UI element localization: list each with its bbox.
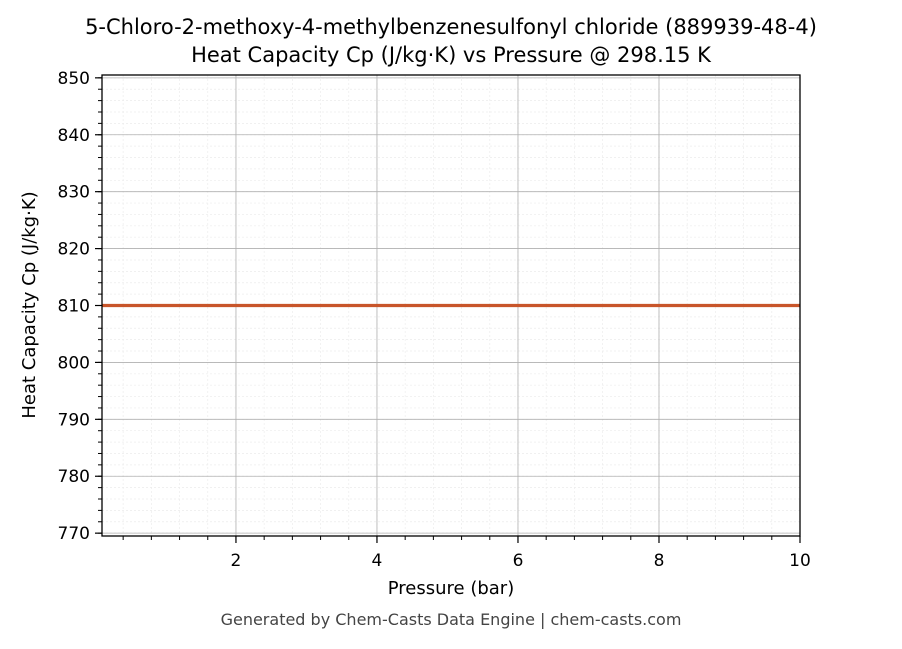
x-axis-label: Pressure (bar): [388, 578, 514, 599]
grid: [102, 75, 800, 536]
y-tick-label: 820: [58, 240, 90, 260]
x-tick-label: 10: [789, 551, 811, 571]
y-tick-label: 850: [58, 69, 90, 89]
y-tick-label: 790: [58, 410, 90, 430]
y-tick-label: 800: [58, 353, 90, 373]
y-tick-label: 840: [58, 126, 90, 146]
y-tick-label: 830: [58, 183, 90, 203]
footer-credit: Generated by Chem-Casts Data Engine | ch…: [221, 610, 682, 629]
chart-title-line-1: 5-Chloro-2-methoxy-4-methylbenzenesulfon…: [85, 15, 817, 39]
x-tick-label: 2: [231, 551, 242, 571]
x-tick-label: 4: [372, 551, 383, 571]
x-tick-label: 8: [654, 551, 665, 571]
y-tick-label: 810: [58, 297, 90, 317]
y-axis-label: Heat Capacity Cp (J/kg·K): [19, 191, 40, 418]
x-tick-label: 6: [513, 551, 524, 571]
y-tick-label: 770: [58, 524, 90, 544]
chart-title-line-2: Heat Capacity Cp (J/kg·K) vs Pressure @ …: [191, 43, 712, 67]
y-tick-label: 780: [58, 467, 90, 487]
